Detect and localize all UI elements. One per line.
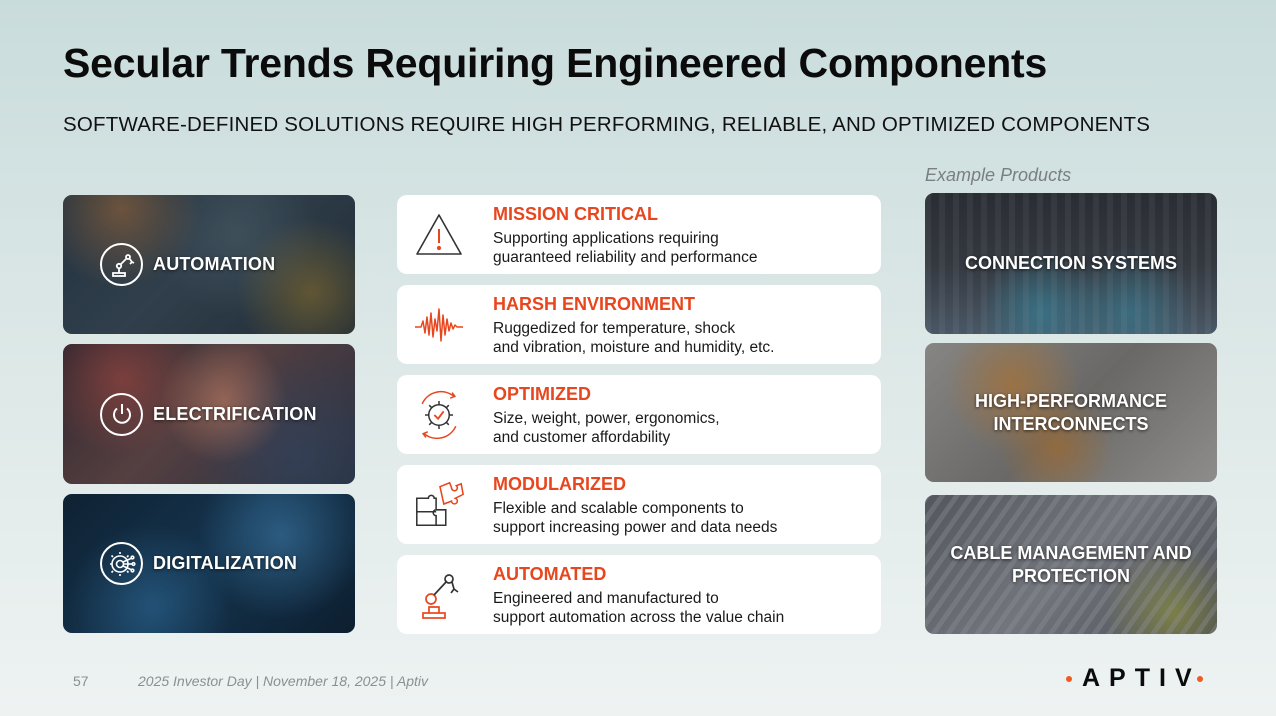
product-label-line: CABLE MANAGEMENT AND [950,542,1192,563]
requirement-title: MISSION CRITICAL [493,204,658,224]
warning-triangle-icon [411,207,467,263]
description-line: Supporting applications requiring [493,230,719,247]
trend-label: ELECTRIFICATION [153,403,317,424]
power-icon [100,392,143,436]
trend-label: DIGITALIZATION [153,553,298,573]
logo-wordmark: APTIV [1082,664,1201,692]
product-label: CONNECTION SYSTEMS [965,252,1177,275]
description-line: and customer affordability [493,429,671,446]
product-label-line: CONNECTION SYSTEMS [964,253,1178,273]
requirement-card-mission-critical: MISSION CRITICAL Supporting applications… [397,195,881,274]
description-line: Ruggedized for temperature, shock [493,320,736,337]
gear-check-icon [411,387,467,443]
requirement-card-harsh-environment: HARSH ENVIRONMENT Ruggedized for tempera… [397,285,881,364]
footer-text: 2025 Investor Day | November 18, 2025 | … [138,673,429,689]
product-connection-systems-tile: CONNECTION SYSTEMS [925,193,1217,334]
puzzle-icon [411,477,467,533]
requirement-card-modularized: MODULARIZED Flexible and scalable compon… [397,465,881,544]
robot-arm-icon [411,567,467,623]
page-number: 57 [73,673,89,689]
description-line: and vibration, moisture and humidity, et… [493,339,775,356]
waveform-icon [411,297,467,353]
product-interconnects-tile: HIGH-PERFORMANCE INTERCONNECTS [925,343,1217,482]
description-line: support increasing power and data needs [493,519,778,536]
aptiv-logo: APTIV [1066,664,1203,693]
example-products-heading: Example Products [925,165,1072,185]
trend-electrification-tile: ELECTRIFICATION [63,344,355,484]
requirement-title: AUTOMATED [493,564,607,584]
description-line: Flexible and scalable components to [493,500,744,517]
requirement-description: Flexible and scalable components to supp… [493,499,777,537]
trend-automation-tile: AUTOMATION [63,195,355,334]
product-cable-management-tile: CABLE MANAGEMENT AND PROTECTION [925,495,1217,634]
requirement-description: Supporting applications requiring guaran… [493,229,758,267]
trend-digitalization-tile: DIGITALIZATION [63,494,355,633]
logo-dot [1066,675,1072,682]
requirement-card-optimized: OPTIMIZED Size, weight, power, ergonomic… [397,375,881,454]
requirement-description: Size, weight, power, ergonomics, and cus… [493,409,720,447]
page-title: Secular Trends Requiring Engineered Comp… [63,40,1048,86]
gear-network-icon [100,542,143,585]
requirement-title: HARSH ENVIRONMENT [493,294,696,314]
product-label: CABLE MANAGEMENT AND PROTECTION [950,542,1191,588]
trend-label: AUTOMATION [153,254,276,274]
page-subtitle: SOFTWARE-DEFINED SOLUTIONS REQUIRE HIGH … [63,113,1151,136]
requirement-description: Ruggedized for temperature, shock and vi… [493,319,774,357]
description-line: guaranteed reliability and performance [493,249,758,266]
product-label-line: INTERCONNECTS [993,413,1149,434]
requirement-title: MODULARIZED [493,474,626,494]
product-label: HIGH-PERFORMANCE INTERCONNECTS [975,390,1167,436]
requirement-description: Engineered and manufactured to support a… [493,589,784,627]
product-label-line: HIGH-PERFORMANCE [975,390,1167,411]
logo-dot [1196,675,1203,682]
description-line: Size, weight, power, ergonomics, [493,410,720,427]
robot-arm-icon [100,243,143,286]
description-line: Engineered and manufactured to [493,590,719,607]
product-label-line: PROTECTION [1011,565,1130,586]
requirement-card-automated: AUTOMATED Engineered and manufactured to… [397,555,881,634]
requirement-title: OPTIMIZED [493,384,591,404]
description-line: support automation across the value chai… [493,609,785,626]
